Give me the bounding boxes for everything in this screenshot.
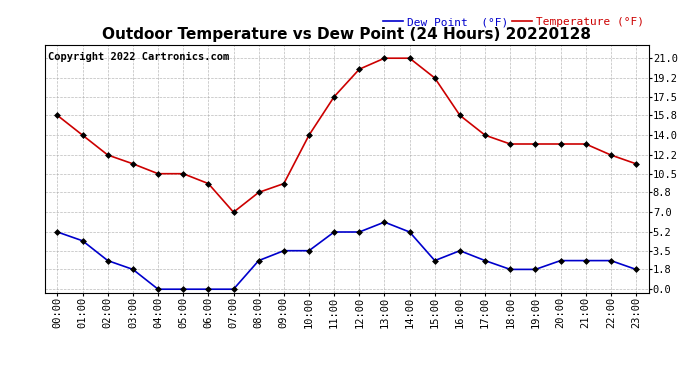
Text: Copyright 2022 Cartronics.com: Copyright 2022 Cartronics.com (48, 53, 229, 63)
Title: Outdoor Temperature vs Dew Point (24 Hours) 20220128: Outdoor Temperature vs Dew Point (24 Hou… (102, 27, 591, 42)
Legend: Dew Point  (°F), Temperature (°F): Dew Point (°F), Temperature (°F) (378, 13, 649, 32)
